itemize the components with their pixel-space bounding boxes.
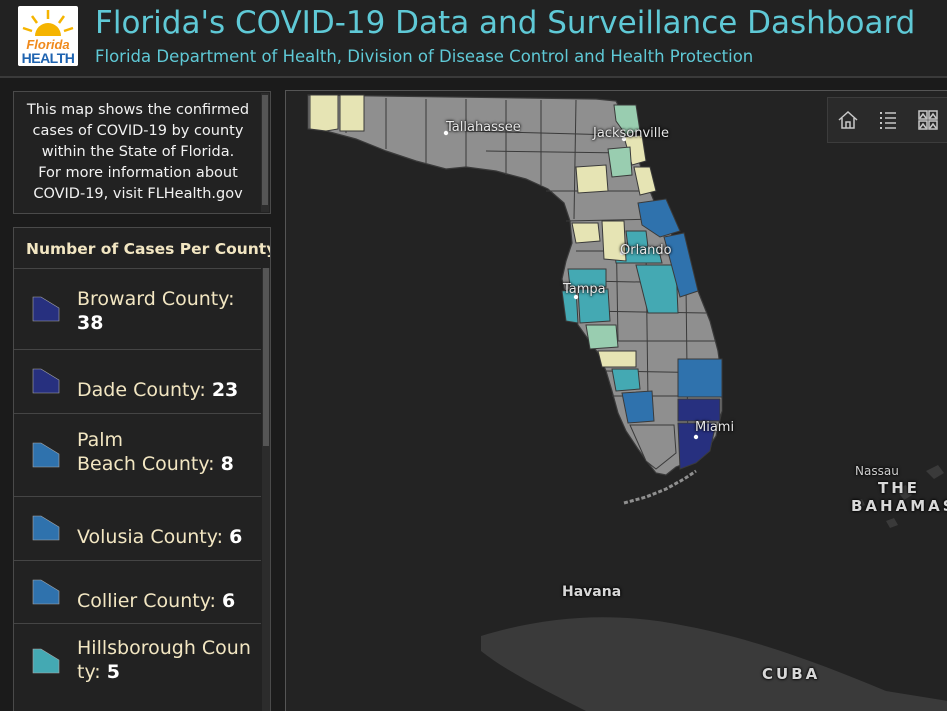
legend-button[interactable]: [876, 108, 900, 132]
legend-item: Palm Beach County: 8: [14, 413, 261, 496]
home-button[interactable]: [836, 108, 860, 132]
legend-swatch: [32, 515, 60, 541]
legend-county-name: Palm Beach County:: [77, 429, 215, 475]
legend-label: Collier County: 6: [77, 589, 235, 613]
map-label-tampa: Tampa: [563, 282, 606, 297]
florida-map[interactable]: Tallahassee Jacksonville Orlando Tampa M…: [285, 90, 947, 711]
info-line: This map shows the confirmed: [26, 102, 250, 118]
county-lake: [601, 220, 627, 262]
map-label-jacksonville: Jacksonville: [593, 126, 669, 141]
info-line: cases of COVID-19 by county: [32, 123, 244, 139]
county-dade: [677, 422, 717, 470]
county-pasco: [567, 268, 607, 288]
legend-label: Volusia County: 6: [77, 525, 242, 549]
cases-per-county-panel: Number of Cases Per County Broward Count…: [13, 227, 271, 711]
map-label-cuba: CUBA: [762, 665, 821, 683]
map-toolbar: [827, 97, 947, 143]
info-line: within the State of Florida.: [41, 144, 235, 160]
florida-keys: [623, 469, 697, 505]
florida-health-logo: Florida HEALTH: [18, 6, 78, 66]
info-line: COVID-19, visit FLHealth.gov: [33, 186, 243, 202]
legend-county-name: Broward County:: [77, 288, 235, 310]
home-icon: [838, 110, 858, 129]
legend-label: Broward County: 38: [77, 287, 235, 335]
county-brevard: [663, 232, 699, 298]
legend-scrollbar-thumb[interactable]: [263, 268, 269, 446]
cuba-landmass: [481, 617, 947, 711]
legend-item: Collier County: 6: [14, 560, 261, 623]
legend-case-count: 5: [106, 661, 120, 683]
map-label-havana: Havana: [562, 584, 622, 600]
legend-list: Broward County: 38 Dade County: 23 Palm Beac…: [14, 268, 261, 699]
legend-case-count: 8: [220, 453, 234, 475]
county-sarasota: [597, 350, 637, 368]
county-manatee: [585, 324, 619, 350]
info-text: This map shows the confirmed cases of CO…: [20, 100, 256, 205]
page-subtitle: Florida Department of Health, Division o…: [95, 47, 754, 66]
county-santa-rosa: [339, 94, 365, 132]
legend-case-count: 6: [222, 590, 236, 612]
county-broward: [677, 398, 721, 422]
legend-swatch: [32, 442, 60, 468]
county-nassau: [613, 104, 641, 136]
legend-case-count: 6: [229, 526, 243, 548]
county-volusia: [637, 198, 681, 238]
legend-county-name: Volusia County:: [77, 526, 224, 548]
basemap-gallery-icon: [918, 110, 938, 130]
map-label-bahamas-line1: THE: [878, 479, 921, 497]
county-hillsborough: [577, 288, 611, 324]
county-osceola: [635, 264, 679, 314]
city-markers: [443, 130, 699, 440]
logo-health-text: HEALTH: [21, 50, 75, 66]
dashboard-header: Florida HEALTH Florida's COVID-19 Data a…: [0, 0, 947, 78]
county-escambia: [309, 94, 339, 132]
info-scrollbar-thumb[interactable]: [262, 95, 268, 205]
legend-label: Hillsborough Coun ty: 5: [77, 636, 251, 684]
legend-title: Number of Cases Per County: [26, 240, 271, 258]
map-label-bahamas-line2: BAHAMAS: [851, 497, 947, 515]
map-label-orlando: Orlando: [620, 243, 672, 258]
bahamas-landmass: [856, 465, 944, 528]
page-title: Florida's COVID-19 Data and Surveillance…: [95, 5, 916, 41]
info-line: For more information about: [38, 165, 238, 181]
legend-case-count: 23: [211, 379, 239, 401]
map-label-miami: Miami: [695, 420, 735, 435]
list-icon: [880, 112, 896, 129]
legend-swatch: [32, 296, 60, 322]
county-charlotte: [611, 368, 641, 392]
map-label-nassau: Nassau: [855, 464, 899, 478]
map-canvas[interactable]: [286, 91, 947, 711]
county-lee: [621, 390, 655, 424]
county-st-johns: [633, 166, 657, 196]
county-alachua: [575, 164, 609, 194]
legend-label: Dade County: 23: [77, 378, 238, 402]
legend-item: Dade County: 23: [14, 349, 261, 413]
legend-scrollbar[interactable]: [262, 268, 270, 711]
legend-case-count: 38: [77, 312, 104, 334]
legend-county-name: Collier County:: [77, 590, 216, 612]
info-scrollbar[interactable]: [261, 93, 269, 212]
county-clay: [607, 146, 633, 178]
info-panel: This map shows the confirmed cases of CO…: [13, 91, 271, 214]
legend-swatch: [32, 368, 60, 394]
legend-county-name: Hillsborough Coun ty:: [77, 637, 251, 683]
county-collier: [629, 424, 677, 470]
legend-item: Volusia County: 6: [14, 496, 261, 560]
legend-item: Broward County: 38: [14, 268, 261, 349]
logo-florida-text: Florida: [26, 37, 70, 52]
legend-swatch: [32, 648, 60, 674]
county-citrus: [571, 222, 601, 244]
basemap-gallery-button[interactable]: [916, 108, 940, 132]
legend-item: Hillsborough Coun ty: 5: [14, 623, 261, 699]
county-palm-beach: [677, 358, 723, 398]
legend-label: Palm Beach County: 8: [77, 428, 234, 476]
legend-swatch: [32, 579, 60, 605]
legend-county-name: Dade County:: [77, 379, 206, 401]
map-label-tallahassee: Tallahassee: [446, 120, 521, 135]
